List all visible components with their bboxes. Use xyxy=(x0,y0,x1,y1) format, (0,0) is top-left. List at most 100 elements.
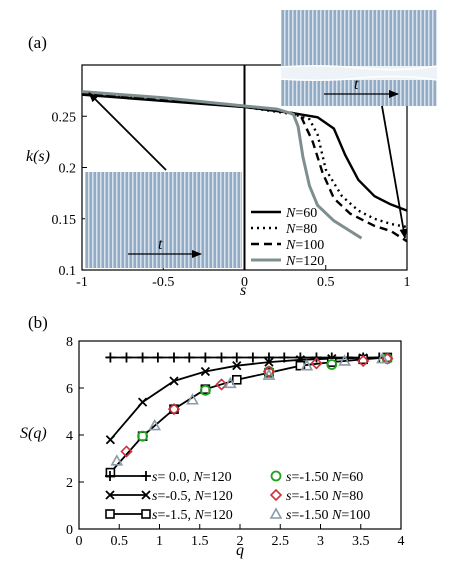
inset-left-time-label: t xyxy=(158,236,163,253)
legend-label-n: N xyxy=(331,489,342,504)
legend-label-n: N xyxy=(194,508,205,523)
legend-label-value: =60 xyxy=(295,206,317,221)
panel-b-xtick-label: 0.5 xyxy=(111,534,129,549)
panel-a-xtick-label: 0.5 xyxy=(317,275,335,290)
panel-b-ytick-label: 6 xyxy=(66,382,73,397)
legend-marker-x xyxy=(141,490,151,500)
data-point-x xyxy=(137,397,148,407)
legend-label-2: s=-0.5, N=120 xyxy=(152,489,233,504)
panel-a-ytick-label: 0.25 xyxy=(52,110,77,125)
panel-b-ytick-label: 0 xyxy=(66,523,73,538)
data-point-plus xyxy=(216,352,227,363)
legend-marker-circle xyxy=(270,470,282,482)
data-point-diamond xyxy=(215,378,228,391)
panel-b-xtick-label: 2.5 xyxy=(272,534,290,549)
legend-label-value: =80 xyxy=(295,222,317,237)
data-point-triangle xyxy=(262,368,276,380)
panel-b-ytick-label: 4 xyxy=(66,429,73,444)
panel-b-xtick-label: 0 xyxy=(76,534,83,549)
data-point-plus xyxy=(200,352,211,363)
data-point-triangle xyxy=(376,351,389,364)
data-point-x xyxy=(105,435,116,445)
legend-marker-square xyxy=(105,509,115,519)
legend-marker-square xyxy=(141,509,151,519)
data-point-plus xyxy=(263,352,274,363)
inset-left-pointer-arrow xyxy=(88,92,167,171)
data-point-triangle xyxy=(110,454,124,466)
legend-label-s-value: =-1.5, xyxy=(157,508,194,523)
inset-right-pointer-arrow xyxy=(381,105,408,239)
legend-label-s: s xyxy=(286,489,292,504)
legend-label-n-value: =80 xyxy=(341,489,363,504)
data-point-plus xyxy=(231,352,242,363)
data-point-plus xyxy=(137,352,148,363)
panel-b-xtick-label: 3.5 xyxy=(352,534,370,549)
legend-marker-plus xyxy=(141,471,151,481)
legend-label-s-value: =-1.50 xyxy=(291,508,332,523)
panel-a-xtick-label: 0 xyxy=(241,275,248,290)
data-point-x xyxy=(200,366,211,377)
legend-label-s: s xyxy=(286,508,292,523)
data-point-plus xyxy=(105,352,116,363)
legend-label-n-value: =120 xyxy=(204,489,233,504)
data-point-plus xyxy=(121,352,132,363)
panel-b-series xyxy=(105,351,394,478)
panel-a-ticks: -1 -0.5 0 0.5 1 0.1 0.15 0.2 0.25 xyxy=(52,110,411,290)
panel-b-ticks: 0 0.5 1 1.5 2 2.5 3 3.5 4 0 2 4 6 8 xyxy=(66,335,405,549)
legend-label-s: s xyxy=(152,470,158,485)
inset-right-band-edge-top xyxy=(280,64,438,71)
data-point-circle xyxy=(326,359,338,370)
data-point-plus xyxy=(152,352,163,363)
panel-b-ylabel: S(q) xyxy=(20,425,47,442)
data-point-x xyxy=(264,357,274,367)
legend-label-3: s=-1.5, N=120 xyxy=(152,508,233,523)
legend-label-var: N xyxy=(285,222,296,237)
series-line-n60 xyxy=(81,93,408,212)
panel-b-ytick-label: 8 xyxy=(66,335,73,350)
data-point-diamond xyxy=(310,357,323,370)
legend-label-n: N xyxy=(331,508,342,523)
legend-label-5: s=-1.50 N=80 xyxy=(286,489,363,504)
inset-right: t xyxy=(280,10,438,106)
legend-label-3: N=100 xyxy=(285,238,324,253)
panel-a-chart: -1 -0.5 0 0.5 10.10.150.20.25 t t N=60N=80N=… xyxy=(26,10,438,299)
legend-label-n: N xyxy=(192,470,203,485)
panel-a-xtick-label: -1 xyxy=(76,275,88,290)
inset-right-band-edge-bottom xyxy=(280,75,438,82)
legend-label-s: s xyxy=(286,470,292,485)
legend-marker-plus xyxy=(105,471,115,481)
inset-right-time-label: t xyxy=(354,76,359,93)
panel-a-series xyxy=(81,90,408,243)
panel-b-xtick-label: 3 xyxy=(317,534,324,549)
legend-label-6: s=-1.50 N=100 xyxy=(286,508,370,523)
data-point-triangle xyxy=(223,376,237,389)
legend-label-n-value: =120 xyxy=(204,508,233,523)
data-point-plus xyxy=(184,352,195,363)
legend-marker-triangle xyxy=(269,507,283,519)
inset-left: t xyxy=(85,172,242,268)
legend-label-s-value: =-1.50 xyxy=(291,470,332,485)
panel-b-xtick-label: 4 xyxy=(398,534,405,549)
legend-label-4: N=120 xyxy=(285,254,324,269)
panel-a-ytick-label: 0.1 xyxy=(59,264,77,279)
legend-label-var: N xyxy=(285,238,296,253)
data-point-plus xyxy=(168,352,179,363)
legend-label-value: =120 xyxy=(295,254,324,269)
legend-label-s-value: = 0.0, xyxy=(157,470,193,485)
panel-a-ytick-label: 0.2 xyxy=(59,162,77,177)
panel-a-ylabel: k(s) xyxy=(26,148,50,165)
panel-b-xtick-label: 2 xyxy=(237,534,244,549)
panel-b-xtick-label: 1.5 xyxy=(191,534,209,549)
legend-label-s: s xyxy=(152,508,158,523)
legend-label-var: N xyxy=(285,254,296,269)
data-point-diamond xyxy=(357,354,370,368)
data-point-x xyxy=(169,376,179,386)
inset-right-image xyxy=(281,10,437,106)
data-point-triangle xyxy=(148,418,162,431)
legend-label-var: N xyxy=(285,206,296,221)
legend-label-s: s xyxy=(152,489,158,504)
panel-a-xtick-label: -0.5 xyxy=(152,275,174,290)
legend-marker-x xyxy=(105,490,115,500)
